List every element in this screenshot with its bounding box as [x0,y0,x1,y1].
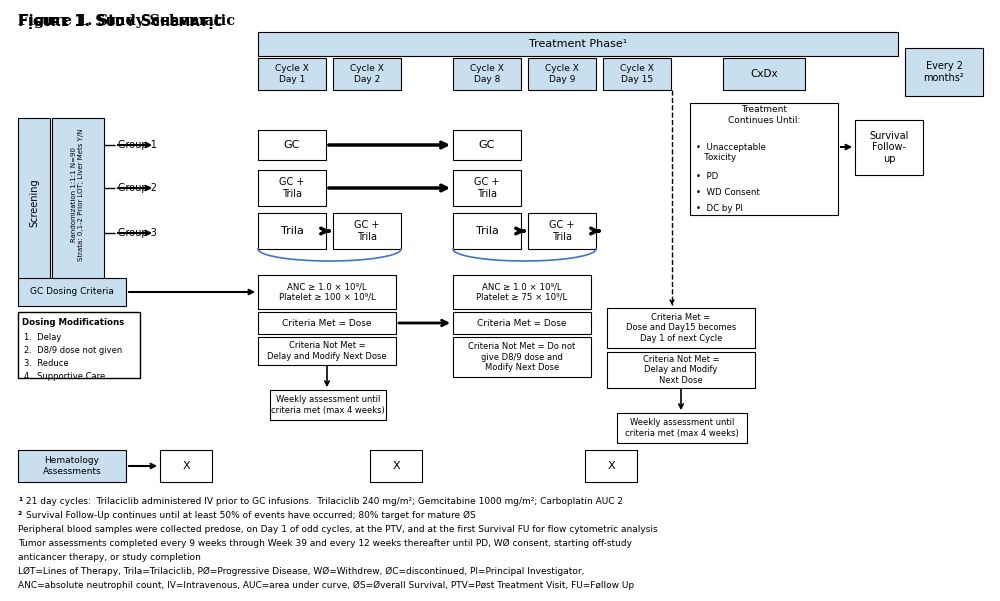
FancyBboxPatch shape [453,337,591,377]
FancyBboxPatch shape [690,103,838,215]
FancyBboxPatch shape [453,58,521,90]
FancyBboxPatch shape [607,308,755,348]
Text: Cycle X
Day 1: Cycle X Day 1 [275,64,309,84]
Text: Screening: Screening [29,178,39,227]
Text: Weekly assessment until
criteria met (max 4 weeks): Weekly assessment until criteria met (ma… [271,395,385,415]
Text: Cycle X
Day 8: Cycle X Day 8 [470,64,504,84]
Text: anticancer therapy, or study completion: anticancer therapy, or study completion [18,553,201,562]
FancyBboxPatch shape [270,390,386,420]
FancyBboxPatch shape [258,337,396,365]
Text: GC +
Trila: GC + Trila [354,220,380,242]
Text: 2.  D8/9 dose not given: 2. D8/9 dose not given [24,346,122,355]
FancyBboxPatch shape [333,58,401,90]
FancyBboxPatch shape [453,275,591,309]
FancyBboxPatch shape [258,213,326,249]
Text: 4.  Supportive Care: 4. Supportive Care [24,372,105,381]
Text: Peripheral blood samples were collected predose, on Day 1 of odd cycles, at the : Peripheral blood samples were collected … [18,525,658,534]
Text: 3.  Reduce: 3. Reduce [24,359,69,368]
Text: Survival
Follow-
up: Survival Follow- up [869,131,909,164]
FancyBboxPatch shape [18,312,140,378]
Text: Group 1: Group 1 [118,140,157,150]
Text: ANC ≥ 1.0 × 10⁹/L
Platelet ≥ 75 × 10⁹/L: ANC ≥ 1.0 × 10⁹/L Platelet ≥ 75 × 10⁹/L [476,282,568,302]
Text: Cycle X
Day 15: Cycle X Day 15 [620,64,654,84]
Text: Dosing Modifications: Dosing Modifications [22,318,124,327]
Text: GC Dosing Criteria: GC Dosing Criteria [30,287,114,296]
FancyBboxPatch shape [453,312,591,334]
FancyBboxPatch shape [160,450,212,482]
Text: GC +
Trila: GC + Trila [279,177,305,199]
FancyBboxPatch shape [333,213,401,249]
FancyBboxPatch shape [258,275,396,309]
Text: •  WD Consent: • WD Consent [696,188,760,197]
Text: Criteria Not Met = Do not
give D8/9 dose and
Modify Next Dose: Criteria Not Met = Do not give D8/9 dose… [468,342,576,372]
Text: Criteria Not Met =
Delay and Modify Next Dose: Criteria Not Met = Delay and Modify Next… [267,341,387,361]
FancyBboxPatch shape [18,450,126,482]
FancyBboxPatch shape [52,118,104,288]
Text: •  PD: • PD [696,172,718,181]
FancyBboxPatch shape [258,170,326,206]
Text: Criteria Met =
Dose and Day15 becomes
Day 1 of next Cycle: Criteria Met = Dose and Day15 becomes Da… [626,313,736,343]
Text: Randomization 1:1:1 N=90
Strata: 0,1-2 Prior LOT; Liver Mets Y/N: Randomization 1:1:1 N=90 Strata: 0,1-2 P… [72,129,84,261]
FancyBboxPatch shape [453,213,521,249]
Text: GC +
Trila: GC + Trila [474,177,500,199]
Text: Criteria Not Met =
Delay and Modify
Next Dose: Criteria Not Met = Delay and Modify Next… [643,355,719,385]
Text: X: X [607,461,615,471]
Text: Criteria Met = Dose: Criteria Met = Dose [477,319,567,328]
Text: Cycle X
Day 9: Cycle X Day 9 [545,64,579,84]
Text: Hematology
Assessments: Hematology Assessments [43,456,101,476]
FancyBboxPatch shape [528,213,596,249]
FancyBboxPatch shape [855,120,923,175]
Text: ANC ≥ 1.0 × 10⁹/L
Platelet ≥ 100 × 10⁹/L: ANC ≥ 1.0 × 10⁹/L Platelet ≥ 100 × 10⁹/L [279,282,375,302]
FancyBboxPatch shape [258,32,898,56]
FancyBboxPatch shape [258,58,326,90]
Text: X: X [392,461,400,471]
Text: Group 3: Group 3 [118,228,157,238]
Text: Tumor assessments completed every 9 weeks through Week 39 and every 12 weeks the: Tumor assessments completed every 9 week… [18,539,632,548]
FancyBboxPatch shape [258,312,396,334]
Text: Survival Follow-Up continues until at least 50% of events have occurred; 80% tar: Survival Follow-Up continues until at le… [26,511,476,520]
Text: Figure 1. Study Schematic: Figure 1. Study Schematic [18,14,235,28]
Text: •  DC by PI: • DC by PI [696,204,743,213]
FancyBboxPatch shape [617,413,747,443]
Text: GC: GC [284,140,300,150]
FancyBboxPatch shape [603,58,671,90]
FancyBboxPatch shape [528,58,596,90]
Text: Cycle X
Day 2: Cycle X Day 2 [350,64,384,84]
FancyBboxPatch shape [607,352,755,388]
FancyBboxPatch shape [370,450,422,482]
Text: Group 2: Group 2 [118,183,157,193]
Text: Criteria Met = Dose: Criteria Met = Dose [282,319,372,328]
Text: GC +
Trila: GC + Trila [549,220,575,242]
FancyBboxPatch shape [453,170,521,206]
Text: X: X [182,461,190,471]
Text: Weekly assessment until
criteria met (max 4 weeks): Weekly assessment until criteria met (ma… [625,418,739,438]
Text: LØT=Lines of Therapy, Trila=Trilaciclib, PØ=Progressive Disease, WØ=Withdrew, ØC: LØT=Lines of Therapy, Trila=Trilaciclib,… [18,567,584,576]
FancyBboxPatch shape [723,58,805,90]
Text: CxDx: CxDx [750,69,778,79]
Text: •  Unacceptable
   Toxicity: • Unacceptable Toxicity [696,143,766,162]
Text: 1.  Delay: 1. Delay [24,333,61,342]
FancyBboxPatch shape [258,130,326,160]
FancyBboxPatch shape [905,48,983,96]
Text: ²: ² [18,511,22,521]
Text: 21 day cycles:  Trilaciclib administered IV prior to GC infusions.  Trilaciclib : 21 day cycles: Trilaciclib administered … [26,497,623,506]
Text: Trila: Trila [281,226,303,236]
Text: ¹: ¹ [18,497,22,507]
Text: Trila: Trila [476,226,498,236]
FancyBboxPatch shape [585,450,637,482]
Text: ANC=absolute neutrophil count, IV=Intravenous, AUC=area under curve, ØS=Øverall : ANC=absolute neutrophil count, IV=Intrav… [18,581,634,590]
Text: GC: GC [479,140,495,150]
FancyBboxPatch shape [453,130,521,160]
Text: Treatment
Continues Until:: Treatment Continues Until: [728,105,800,124]
Text: Fᴉɢᴜʀᴇ 1. Sᴜᴅʏ Sᴄʜᴇᴍᴀᴛᴉᴄ: Fᴉɢᴜʀᴇ 1. Sᴜᴅʏ Sᴄʜᴇᴍᴀᴛᴉᴄ [18,14,222,29]
FancyBboxPatch shape [18,118,50,288]
Text: Treatment Phase¹: Treatment Phase¹ [529,39,627,49]
Text: Every 2
months²: Every 2 months² [924,61,964,83]
FancyBboxPatch shape [18,278,126,306]
